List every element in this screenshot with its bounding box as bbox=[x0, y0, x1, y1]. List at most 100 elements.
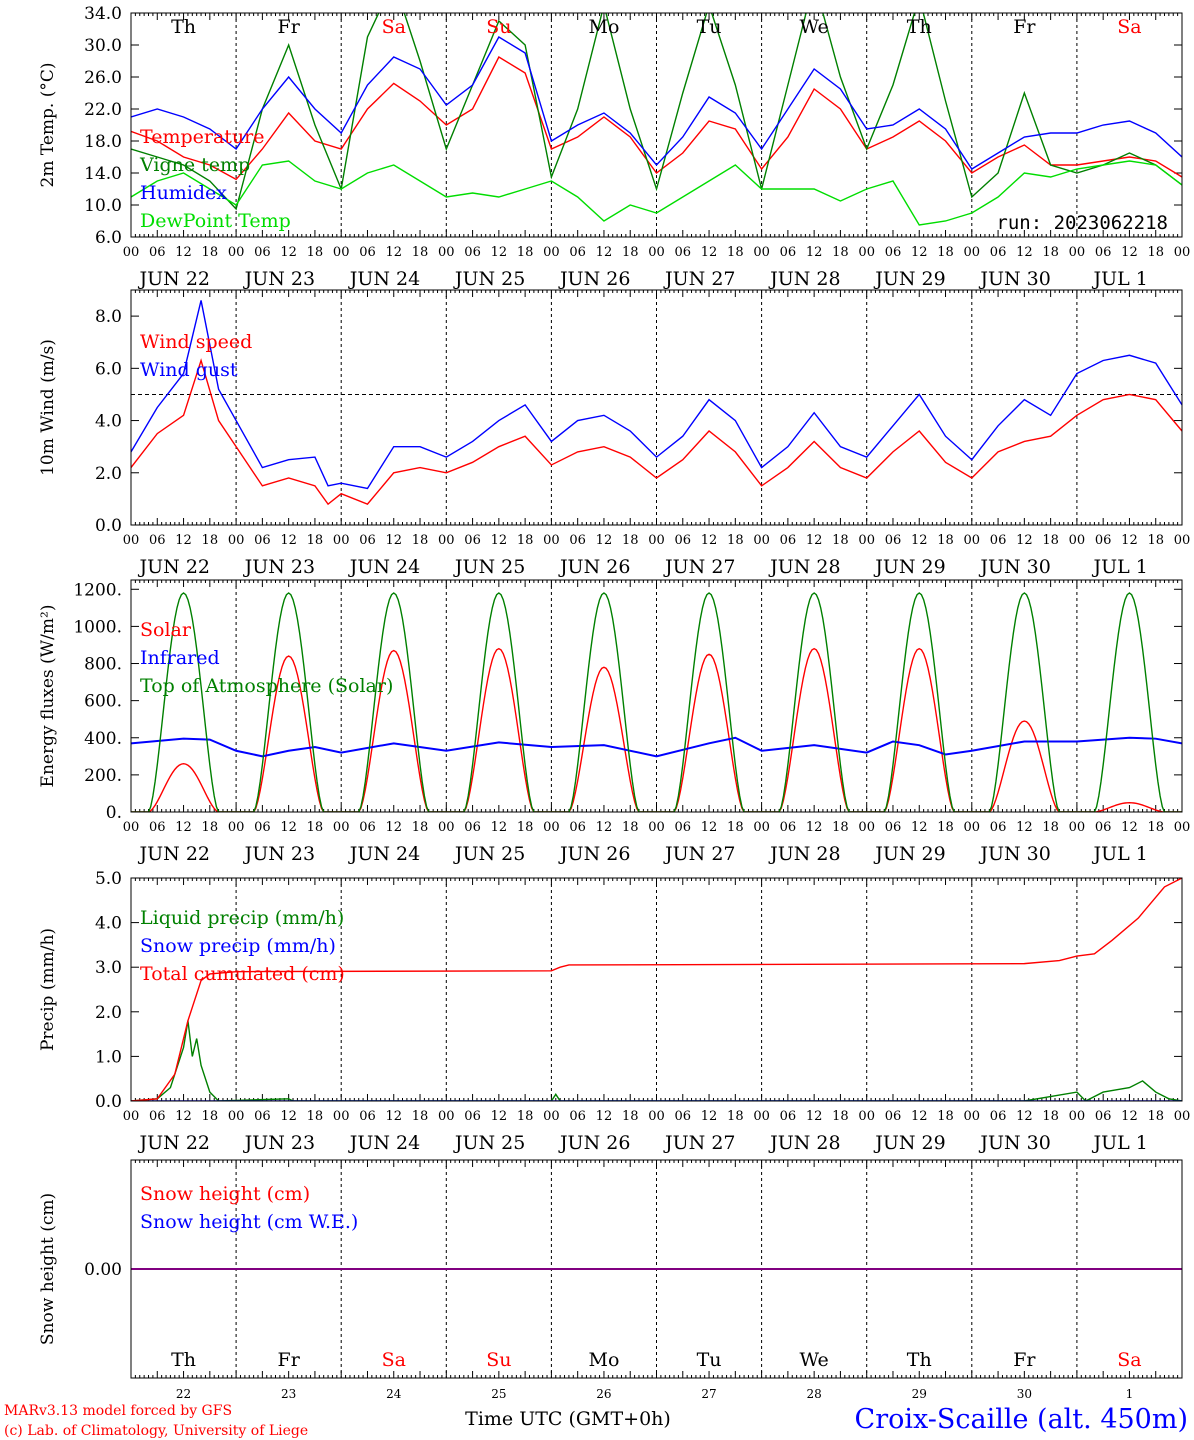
x-hour-label: 00 bbox=[1069, 1109, 1086, 1124]
x-date-label: JUN 29 bbox=[873, 268, 945, 290]
panel-1: 6.0 10.0 14.0 18.0 22.0 26.0 30.0 34.0 2m Temp. … bbox=[38, 4, 1190, 290]
x-hour-label: 00 bbox=[123, 245, 140, 260]
x-hour-label: 00 bbox=[1174, 533, 1191, 548]
x-date-label: JUN 28 bbox=[768, 843, 840, 865]
x-date-label: JUN 27 bbox=[663, 556, 735, 578]
x-hour-label: 00 bbox=[438, 245, 455, 260]
x-hour-label: 18 bbox=[1042, 533, 1059, 548]
x-hour-label: 06 bbox=[780, 1109, 797, 1124]
x-hour-label: 18 bbox=[517, 820, 534, 835]
x-date-label: JUL 1 bbox=[1092, 843, 1148, 865]
x-hour-label: 06 bbox=[885, 1109, 902, 1124]
legend-entry: Humidex bbox=[140, 182, 227, 204]
x-hour-label: 12 bbox=[911, 820, 928, 835]
x-hour-label: 00 bbox=[1069, 820, 1086, 835]
x-hour-label: 18 bbox=[622, 820, 639, 835]
y-tick-label: 400. bbox=[84, 729, 122, 749]
x-hour-label: 18 bbox=[1147, 820, 1164, 835]
x-hour-label: 06 bbox=[359, 1109, 376, 1124]
x-date-label: JUN 24 bbox=[348, 843, 420, 865]
x-hour-label: 12 bbox=[1016, 245, 1033, 260]
x-date-label: JUN 24 bbox=[348, 1132, 420, 1154]
weekday-label: Sa bbox=[1117, 16, 1141, 38]
x-hour-label: 06 bbox=[569, 820, 586, 835]
y-tick-label: 8.0 bbox=[95, 307, 122, 327]
panel-4: 0.0 1.0 2.0 3.0 4.0 5.0 Precip (mm/h) 00 06 12 18 J… bbox=[38, 869, 1190, 1154]
x-date-label: JUN 25 bbox=[453, 843, 525, 865]
weekday-label: Sa bbox=[382, 1349, 406, 1371]
day-number-label: 30 bbox=[1017, 1387, 1032, 1401]
x-hour-label: 12 bbox=[280, 245, 297, 260]
weekday-label: Mo bbox=[588, 1349, 619, 1371]
y-tick-label: 0.00 bbox=[84, 1260, 122, 1280]
x-hour-label: 18 bbox=[832, 820, 849, 835]
day-number-label: 29 bbox=[912, 1387, 927, 1401]
x-hour-label: 00 bbox=[123, 533, 140, 548]
x-hour-label: 18 bbox=[202, 245, 219, 260]
x-hour-label: 12 bbox=[701, 533, 718, 548]
legend-entry: Temperature bbox=[140, 126, 264, 148]
meteogram-panels: 6.010.014.018.022.026.030.034.02m Temp. … bbox=[38, 4, 1191, 1401]
x-hour-label: 12 bbox=[911, 245, 928, 260]
x-date-label: JUN 22 bbox=[138, 268, 210, 290]
legend-entry: Total cumulated (cm) bbox=[140, 963, 345, 985]
x-date-label: JUN 23 bbox=[243, 268, 315, 290]
x-date-label: JUN 22 bbox=[138, 556, 210, 578]
x-hour-label: 12 bbox=[806, 533, 823, 548]
x-date-label: JUN 28 bbox=[768, 1132, 840, 1154]
x-hour-label: 06 bbox=[780, 245, 797, 260]
x-hour-label: 12 bbox=[1121, 1109, 1138, 1124]
plot-area bbox=[131, 878, 1182, 1101]
panel-frame bbox=[130, 1159, 1183, 1379]
x-date-label: JUN 22 bbox=[138, 843, 210, 865]
x-hour-label: 00 bbox=[333, 533, 350, 548]
x-hour-label: 00 bbox=[753, 245, 770, 260]
x-hour-label: 18 bbox=[412, 1109, 429, 1124]
weekday-label: Th bbox=[907, 1349, 932, 1371]
y-tick-label: 4.0 bbox=[95, 412, 122, 432]
legend-entry: Wind speed bbox=[140, 331, 252, 353]
x-hour-label: 00 bbox=[858, 245, 875, 260]
x-date-label: JUN 27 bbox=[663, 1132, 735, 1154]
x-hour-label: 00 bbox=[1174, 820, 1191, 835]
x-hour-label: 12 bbox=[385, 1109, 402, 1124]
legend-entry: Liquid precip (mm/h) bbox=[140, 907, 344, 929]
x-hour-label: 12 bbox=[701, 820, 718, 835]
x-hour-label: 18 bbox=[727, 820, 744, 835]
series-line bbox=[131, 358, 1182, 506]
x-hour-label: 00 bbox=[753, 533, 770, 548]
x-hour-label: 06 bbox=[1095, 820, 1112, 835]
x-hour-label: 06 bbox=[675, 1109, 692, 1124]
x-hour-label: 00 bbox=[438, 533, 455, 548]
x-hour-label: 06 bbox=[569, 1109, 586, 1124]
footer-lab-line: (c) Lab. of Climatology, University of L… bbox=[4, 1423, 308, 1439]
y-tick-label: 600. bbox=[84, 692, 122, 712]
x-hour-label: 12 bbox=[701, 1109, 718, 1124]
weekday-label: Tu bbox=[697, 1349, 722, 1371]
x-hour-label: 00 bbox=[543, 1109, 560, 1124]
x-hour-label: 18 bbox=[517, 533, 534, 548]
weekday-label: Sa bbox=[382, 16, 406, 38]
x-date-label: JUL 1 bbox=[1092, 1132, 1148, 1154]
legend-entry: Vigne temp bbox=[139, 154, 250, 176]
x-hour-label: 06 bbox=[990, 533, 1007, 548]
weekday-label: Fr bbox=[278, 1349, 301, 1371]
station-name: Croix-Scaille (alt. 450m) bbox=[855, 1404, 1188, 1435]
x-hour-label: 12 bbox=[175, 820, 192, 835]
x-date-label: JUN 22 bbox=[138, 1132, 210, 1154]
y-tick-label: 0. bbox=[106, 803, 122, 823]
x-hour-label: 18 bbox=[622, 533, 639, 548]
x-hour-label: 18 bbox=[202, 533, 219, 548]
panel-3: 0. 200. 400. 600. 800. 1000. 1200. Energy fluxe… bbox=[38, 579, 1191, 865]
panel-2: 0.0 2.0 4.0 6.0 8.0 10m Wind (m/s) 00 06 12 18 JUN… bbox=[38, 289, 1191, 578]
x-date-label: JUN 25 bbox=[453, 268, 525, 290]
x-hour-label: 06 bbox=[569, 533, 586, 548]
weekday-label: Fr bbox=[1013, 16, 1036, 38]
panel-frame bbox=[130, 877, 1183, 1102]
weekday-label: We bbox=[800, 1349, 829, 1371]
plot-area bbox=[131, 13, 1182, 226]
weekday-label: Mo bbox=[588, 16, 619, 38]
x-hour-label: 00 bbox=[123, 1109, 140, 1124]
panel-frame bbox=[130, 289, 1183, 526]
x-hour-label: 06 bbox=[569, 245, 586, 260]
